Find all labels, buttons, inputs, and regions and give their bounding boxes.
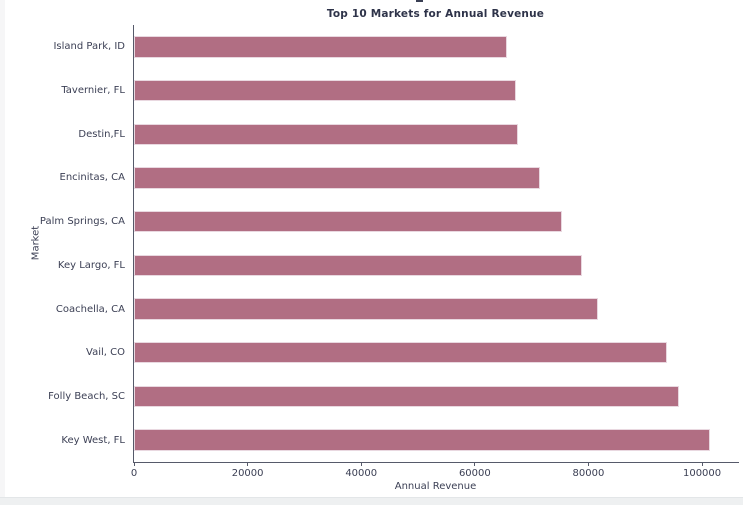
y-tick-label: Destin,FL bbox=[78, 128, 125, 140]
x-tick-label: 60000 bbox=[458, 468, 491, 479]
y-tick-label: Encinitas, CA bbox=[59, 172, 126, 184]
bar bbox=[134, 210, 563, 233]
bar bbox=[134, 342, 667, 364]
bar bbox=[134, 36, 508, 58]
y-tick-label: Folly Beach, SC bbox=[48, 390, 125, 402]
x-tick-mark bbox=[247, 462, 249, 466]
bar bbox=[134, 298, 599, 320]
x-tick-mark bbox=[701, 462, 703, 466]
y-tick-label: Coachella, CA bbox=[55, 303, 125, 315]
chart-title: Top 10 Markets for Annual Revenue bbox=[326, 8, 545, 20]
page-margin-bottom bbox=[0, 497, 743, 505]
page-margin-left bbox=[0, 0, 5, 504]
x-tick-mark bbox=[133, 462, 135, 466]
x-tick-label: 40000 bbox=[345, 468, 378, 479]
bar bbox=[134, 123, 519, 145]
x-tick-mark bbox=[360, 462, 362, 466]
bar bbox=[134, 254, 583, 277]
bar bbox=[134, 429, 711, 451]
x-tick-label: 0 bbox=[130, 468, 138, 479]
bar bbox=[134, 167, 541, 189]
x-tick-mark bbox=[587, 462, 589, 466]
y-tick-label: Island Park, ID bbox=[53, 41, 125, 53]
cropped-element-fragment bbox=[416, 0, 423, 2]
plot-area: Island Park, ID Tavernier, FL Destin,FL Enc… bbox=[40, 25, 739, 479]
y-tick-label: Key Largo, FL bbox=[57, 259, 125, 271]
x-tick-label: 100000 bbox=[682, 468, 722, 479]
y-tick-label: Tavernier, FL bbox=[61, 85, 125, 97]
bar bbox=[134, 79, 516, 102]
x-tick-label: 80000 bbox=[572, 468, 605, 479]
x-tick-mark bbox=[474, 462, 476, 466]
y-tick-label: Key West, FL bbox=[61, 434, 125, 446]
bar bbox=[134, 385, 679, 408]
y-axis-label: Market bbox=[30, 225, 42, 261]
y-tick-label: Vail, CO bbox=[86, 347, 125, 359]
x-tick-label: 20000 bbox=[231, 468, 264, 479]
x-axis-label: Annual Revenue bbox=[394, 481, 477, 492]
y-tick-label: Palm Springs, CA bbox=[39, 216, 125, 228]
